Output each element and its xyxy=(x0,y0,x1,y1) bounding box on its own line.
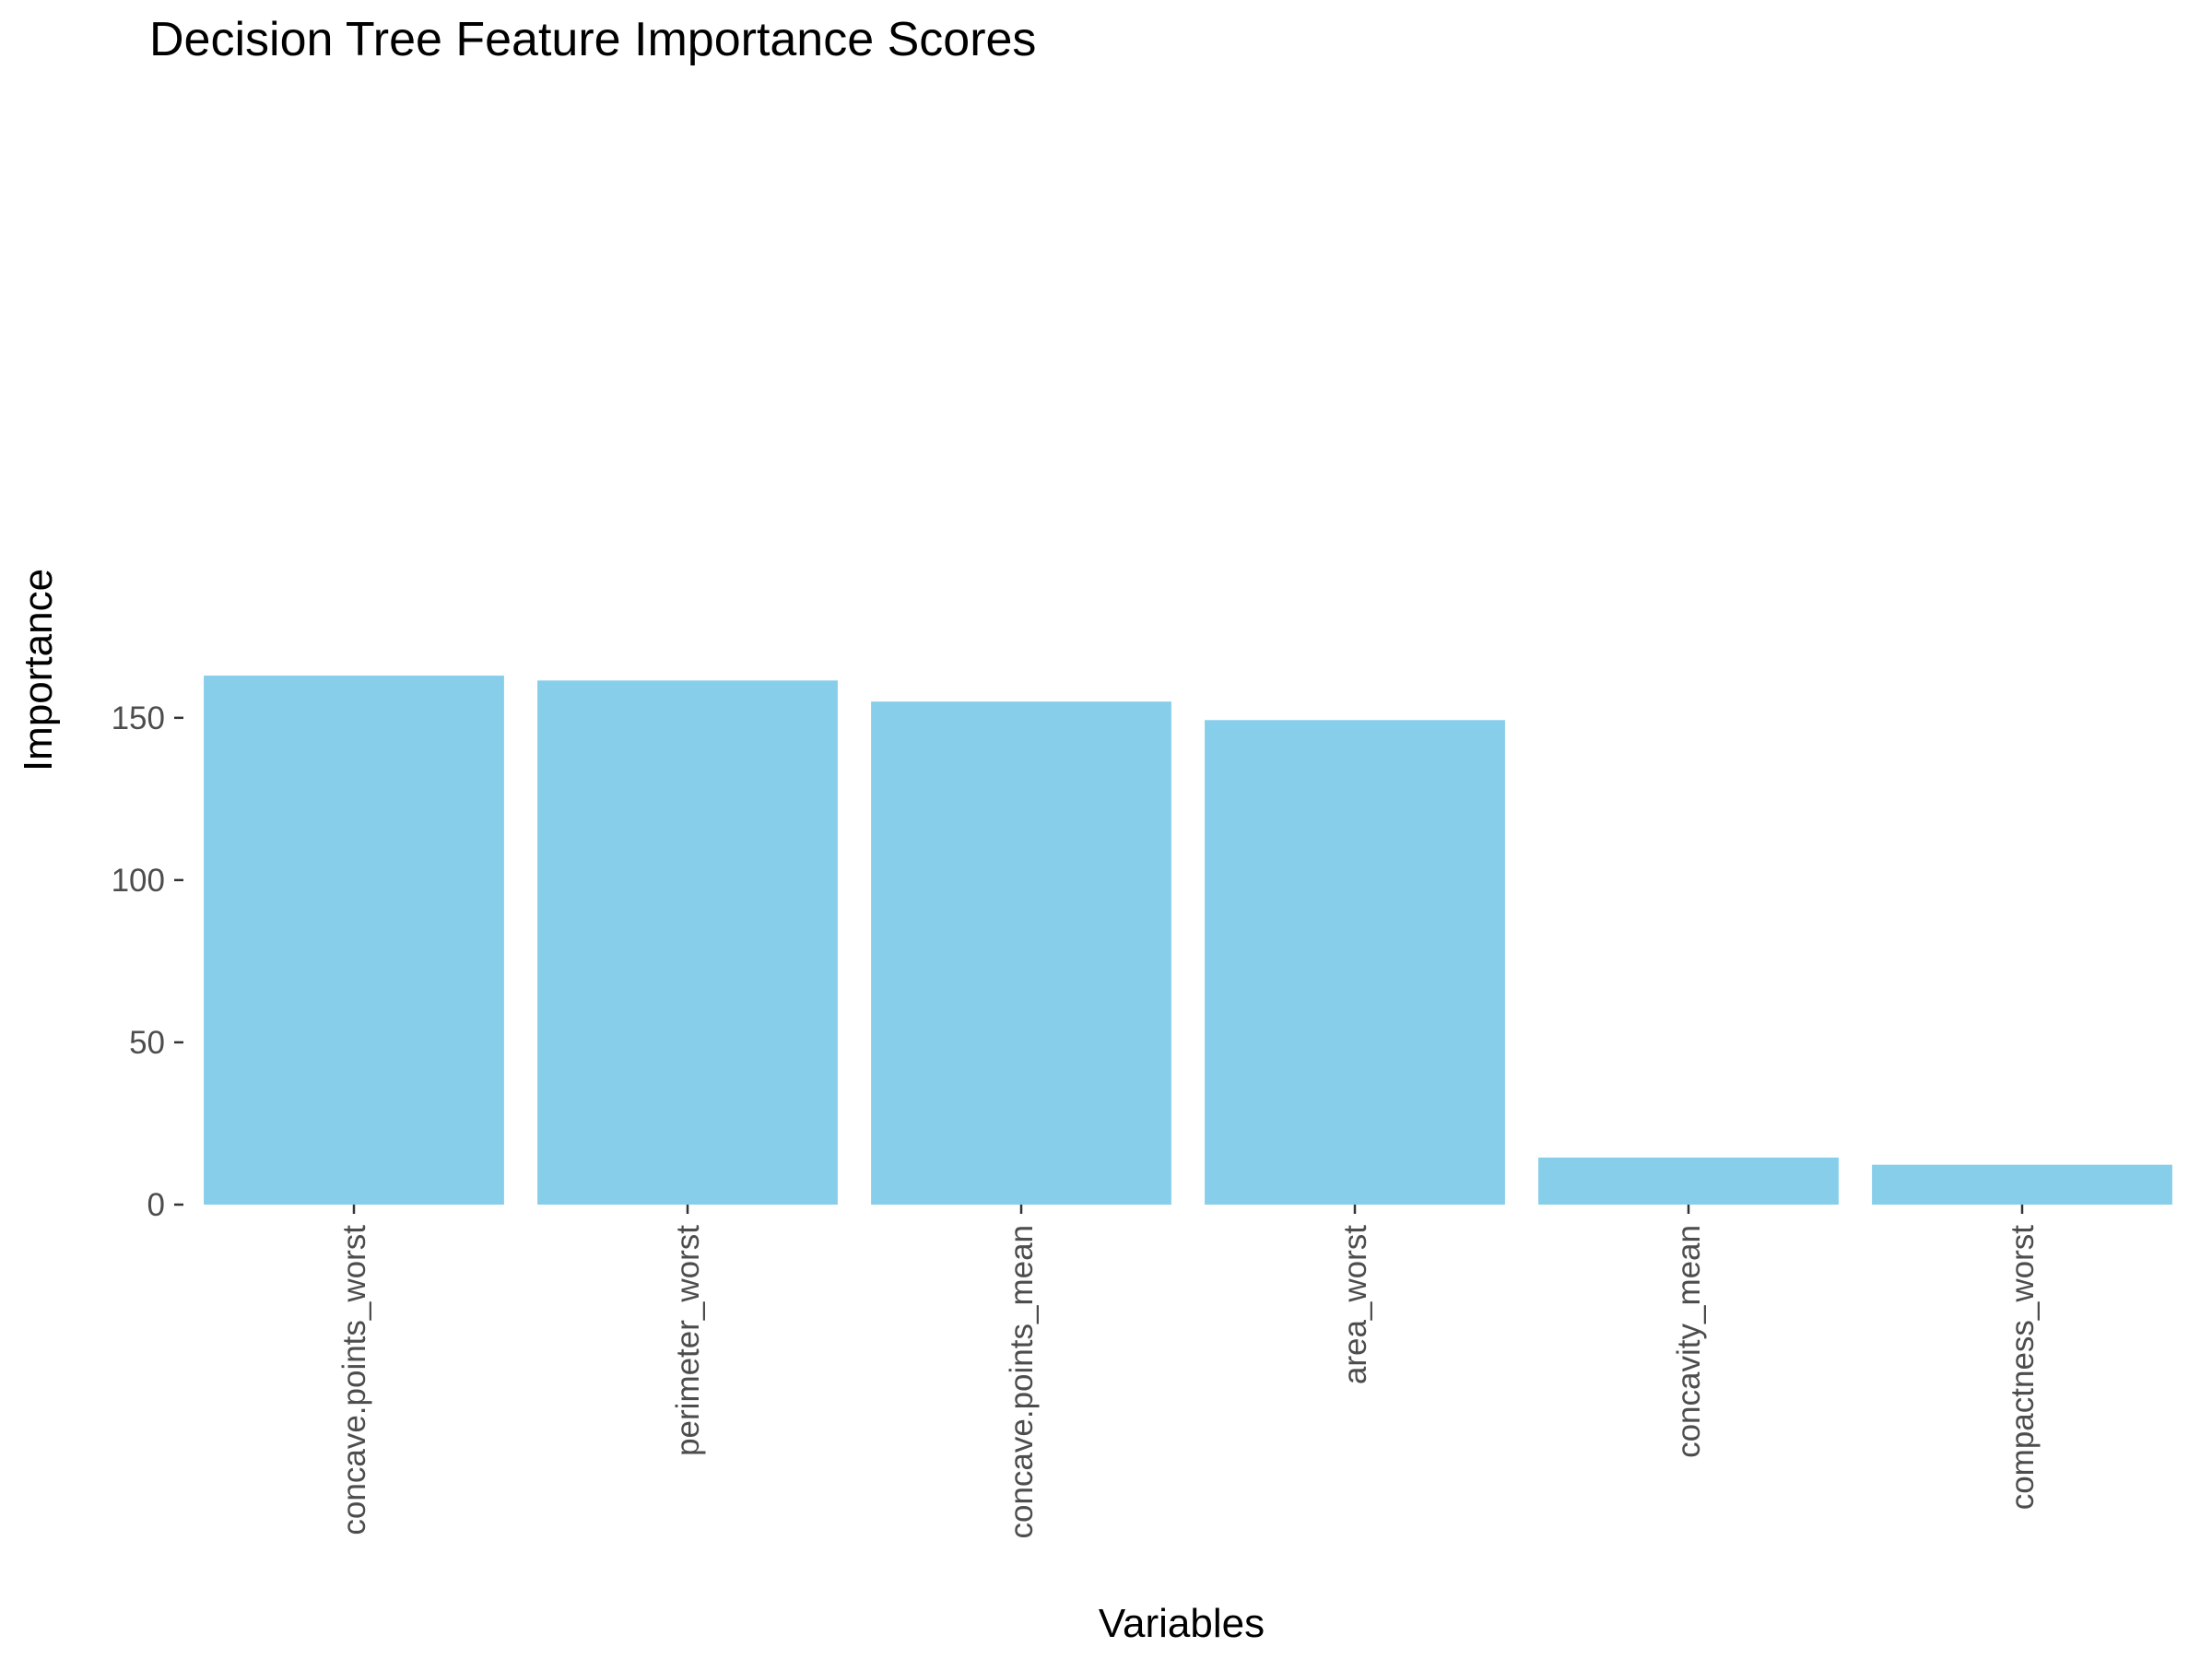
y-tick-label: 100 xyxy=(112,863,165,899)
bar-area-worst xyxy=(1205,720,1505,1205)
y-axis-title: Importance xyxy=(16,569,61,771)
bar-concavity-mean xyxy=(1538,1157,1839,1205)
x-tick-label: concave.points_mean xyxy=(1004,1225,1040,1539)
bar-perimeter-worst xyxy=(537,680,838,1205)
y-axis: 0 50 100 150 xyxy=(112,700,183,1223)
bar-concave-points-mean xyxy=(871,701,1171,1205)
x-tick-label: compactness_worst xyxy=(2005,1225,2041,1511)
bar-compactness-worst xyxy=(1872,1164,2172,1205)
x-axis: concave.points_worst perimeter_worst conca… xyxy=(336,1205,2041,1539)
bars-layer xyxy=(204,676,2172,1205)
x-tick-label: area_worst xyxy=(1337,1225,1373,1384)
x-tick-label: concave.points_worst xyxy=(336,1225,372,1535)
y-tick-label: 50 xyxy=(129,1025,165,1061)
x-tick-label: perimeter_worst xyxy=(670,1225,706,1456)
chart-title: Decision Tree Feature Importance Scores xyxy=(149,13,1036,66)
y-tick-label: 150 xyxy=(112,700,165,736)
x-tick-label: concavity_mean xyxy=(1671,1225,1707,1458)
x-axis-title: Variables xyxy=(1099,1601,1265,1646)
y-tick-label: 0 xyxy=(147,1187,165,1223)
bar-concave-points-worst xyxy=(204,676,504,1205)
